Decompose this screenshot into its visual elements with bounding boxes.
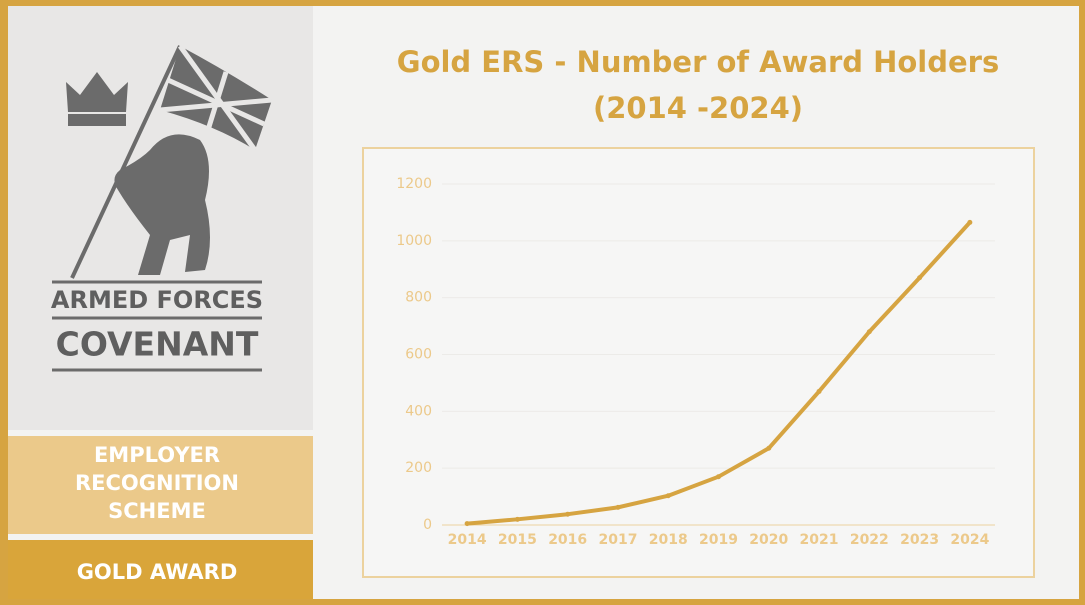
y-tick-label: 1000 (396, 233, 432, 249)
y-tick-label: 200 (405, 460, 432, 476)
y-tick-label: 1200 (396, 176, 432, 192)
x-tick-label: 2024 (950, 532, 989, 548)
scheme-text: EMPLOYER (94, 443, 220, 467)
scheme-text: SCHEME (108, 499, 206, 523)
x-tick-label: 2018 (649, 532, 688, 548)
x-tick-label: 2017 (598, 532, 637, 548)
point (766, 445, 772, 451)
award-band (8, 540, 313, 599)
x-tick-label: 2021 (800, 532, 839, 548)
x-tick-label: 2020 (749, 532, 788, 548)
logo-text: ARMED FORCES (51, 286, 263, 314)
plot-frame (362, 147, 1035, 578)
point (665, 493, 671, 499)
point (615, 504, 621, 510)
point (464, 521, 470, 527)
point (816, 388, 822, 394)
point (866, 329, 872, 335)
x-tick-label: 2015 (498, 532, 537, 548)
x-tick-label: 2022 (850, 532, 889, 548)
chart-subtitle: (2014 -2024) (593, 91, 803, 125)
point (716, 474, 721, 480)
scheme-band (8, 436, 313, 534)
y-tick-label: 0 (423, 517, 432, 533)
x-tick-label: 2014 (448, 532, 487, 548)
logo-text: COVENANT (56, 325, 259, 364)
scheme-text: RECOGNITION (75, 471, 239, 495)
point (514, 516, 520, 522)
point (565, 511, 571, 517)
point (917, 275, 923, 281)
x-tick-label: 2019 (699, 532, 738, 548)
y-tick-label: 400 (405, 403, 432, 419)
y-tick-label: 800 (405, 290, 432, 306)
chart-title: Gold ERS - Number of Award Holders (397, 45, 999, 79)
x-tick-label: 2016 (548, 532, 587, 548)
award-text: GOLD AWARD (77, 560, 238, 584)
y-tick-label: 600 (405, 347, 432, 363)
logo (52, 44, 273, 372)
x-tick-label: 2023 (900, 532, 939, 548)
point (967, 219, 973, 225)
